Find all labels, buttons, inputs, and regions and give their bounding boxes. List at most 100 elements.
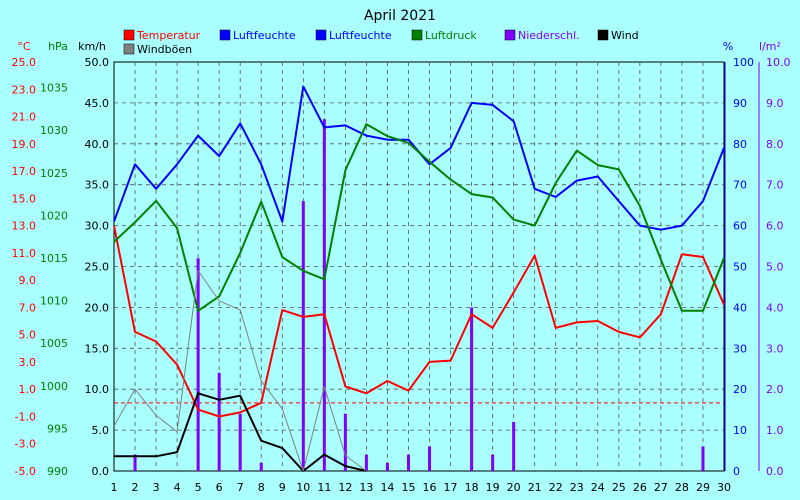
x-tick-label: 30 (717, 481, 731, 494)
y-tick-label-press: 1000 (40, 380, 68, 393)
y-axis-title-hum: % (723, 40, 733, 53)
legend-swatch (411, 29, 423, 41)
y-tick-label-wind: 15.0 (85, 342, 110, 355)
y-tick-label-temp: 5.0 (19, 329, 37, 342)
x-tick-label: 17 (444, 481, 458, 494)
x-tick-label: 9 (279, 481, 286, 494)
y-tick-label-hum: 20 (733, 383, 747, 396)
y-tick-label-rain: 1.0 (766, 424, 784, 437)
legend-swatch (315, 29, 327, 41)
y-tick-label-rain: 9.0 (766, 97, 784, 110)
y-tick-label-wind: 50.0 (85, 56, 110, 69)
x-tick-label: 6 (216, 481, 223, 494)
y-tick-label-temp: -1.0 (15, 410, 36, 423)
legend-label: Temperatur (136, 29, 201, 42)
y-tick-label-press: 1005 (40, 337, 68, 350)
precipitation-bar (217, 372, 221, 471)
x-tick-label: 27 (654, 481, 668, 494)
y-tick-label-rain: 8.0 (766, 138, 784, 151)
x-tick-label: 18 (465, 481, 479, 494)
y-tick-label-temp: 9.0 (19, 274, 37, 287)
x-tick-label: 13 (359, 481, 373, 494)
y-tick-label-hum: 0 (733, 465, 740, 478)
series-line-temperatur (113, 225, 725, 418)
y-tick-label-temp: 19.0 (12, 138, 37, 151)
precipitation-bar (406, 454, 410, 471)
x-tick-label: 5 (195, 481, 202, 494)
y-tick-label-rain: 0.0 (766, 465, 784, 478)
y-tick-label-hum: 50 (733, 261, 747, 274)
axes: 1 2 3 4 5 6 7 8 9 10 11 12 13 14 15 16 17 18 19 20 21 22 23 24 2… (12, 40, 791, 494)
y-tick-label-temp: -3.0 (15, 438, 36, 451)
y-tick-label-wind: 45.0 (85, 97, 110, 110)
precipitation-bar (491, 454, 495, 471)
legend-label: Windböen (137, 43, 192, 56)
precipitation-bar (343, 413, 347, 471)
precipitation-bar (196, 258, 200, 471)
legend-swatch (123, 43, 135, 55)
x-tick-label: 11 (317, 481, 331, 494)
y-tick-label-temp: 21.0 (12, 111, 37, 124)
x-tick-label: 8 (258, 481, 265, 494)
y-tick-label-press: 1015 (40, 252, 68, 265)
y-tick-label-wind: 25.0 (85, 261, 110, 274)
x-tick-label: 22 (549, 481, 563, 494)
series-lines (113, 85, 725, 472)
x-tick-label: 1 (111, 481, 118, 494)
y-tick-label-temp: 23.0 (12, 83, 37, 96)
y-tick-label-temp: 25.0 (12, 56, 37, 69)
y-tick-label-hum: 100 (733, 56, 754, 69)
precipitation-bar (259, 462, 263, 471)
y-tick-label-hum: 30 (733, 342, 747, 355)
precipitation-bar (364, 454, 368, 471)
y-tick-label-rain: 5.0 (766, 261, 784, 274)
series-line-luftdruck (113, 123, 725, 312)
y-tick-label-wind: 35.0 (85, 179, 110, 192)
x-tick-label: 2 (132, 481, 139, 494)
x-tick-label: 21 (528, 481, 542, 494)
y-tick-label-hum: 90 (733, 97, 747, 110)
precipitation-bar (385, 462, 389, 471)
x-tick-label: 10 (296, 481, 310, 494)
x-tick-label: 3 (153, 481, 160, 494)
precipitation-bar (301, 201, 305, 471)
y-tick-label-temp: 1.0 (19, 383, 37, 396)
y-tick-label-rain: 6.0 (766, 220, 784, 233)
y-tick-label-hum: 10 (733, 424, 747, 437)
legend-label: Niederschl. (518, 29, 580, 42)
x-tick-label: 29 (696, 481, 710, 494)
legend-label: Luftfeuchte (329, 29, 392, 42)
y-tick-label-temp: 3.0 (19, 356, 37, 369)
x-tick-label: 19 (486, 481, 500, 494)
series-line-wind (114, 392, 367, 472)
x-tick-label: 14 (380, 481, 394, 494)
x-tick-label: 28 (675, 481, 689, 494)
legend-swatch (504, 29, 516, 41)
y-tick-label-rain: 2.0 (766, 383, 784, 396)
legend-swatch (219, 29, 231, 41)
legend-label: Luftdruck (425, 29, 477, 42)
precipitation-bar (470, 307, 474, 471)
x-tick-label: 4 (174, 481, 181, 494)
legend-swatch (123, 29, 135, 41)
precipitation-bar (701, 446, 705, 471)
x-tick-label: 7 (237, 481, 244, 494)
y-tick-label-temp: 17.0 (12, 165, 37, 178)
y-tick-label-wind: 30.0 (85, 220, 110, 233)
y-tick-label-temp: 7.0 (19, 301, 37, 314)
legend-label: Luftfeuchte (233, 29, 296, 42)
x-tick-label: 24 (591, 481, 605, 494)
y-tick-label-press: 1020 (40, 209, 68, 222)
legend-swatch (597, 29, 609, 41)
y-tick-label-rain: 4.0 (766, 301, 784, 314)
precipitation-bars (133, 119, 705, 471)
y-tick-label-rain: 3.0 (766, 342, 784, 355)
y-tick-label-hum: 40 (733, 301, 747, 314)
y-axis-title-press: hPa (48, 40, 68, 53)
y-tick-label-hum: 60 (733, 220, 747, 233)
y-tick-label-hum: 70 (733, 179, 747, 192)
x-tick-label: 15 (401, 481, 415, 494)
y-tick-label-wind: 0.0 (92, 465, 110, 478)
